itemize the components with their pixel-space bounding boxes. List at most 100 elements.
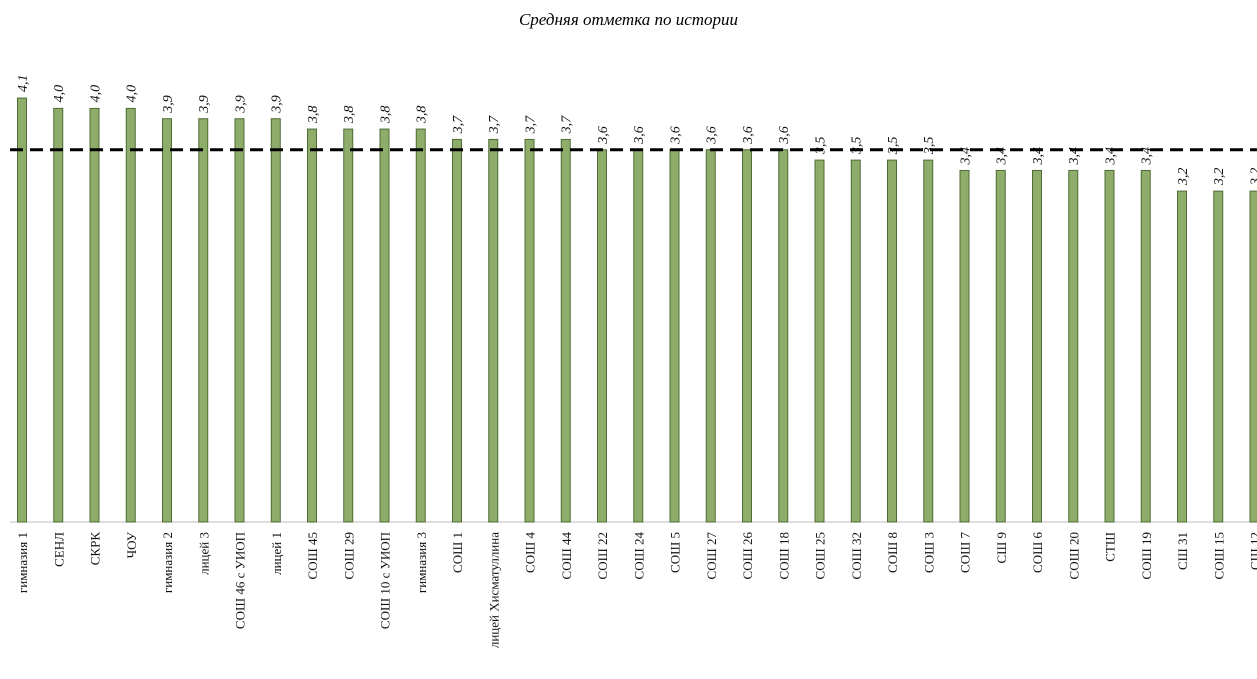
category-label: гимназия 3	[414, 532, 429, 593]
data-label: 4,0	[125, 85, 140, 103]
bar	[705, 149, 716, 523]
category-label: СОШ 7	[958, 532, 973, 573]
category-label: лицей Хисматуллина	[486, 532, 501, 648]
category-label: СОШ 45	[305, 532, 320, 579]
category-label: СШ 12	[1248, 532, 1257, 570]
bar	[959, 169, 970, 523]
data-label: 3,5	[886, 137, 901, 156]
data-label: 3,4	[1031, 147, 1046, 166]
bar	[814, 159, 825, 523]
data-label: 3,6	[741, 126, 756, 145]
category-label: СОШ 19	[1139, 532, 1154, 579]
data-label: 3,4	[1140, 147, 1155, 166]
bar	[1140, 169, 1151, 523]
bar	[887, 159, 897, 523]
bar	[995, 169, 1006, 523]
category-label: СОШ 20	[1066, 532, 1081, 579]
category-label: лицей 1	[269, 532, 284, 575]
bar	[162, 118, 172, 523]
data-label: 3,9	[197, 95, 212, 114]
bar	[742, 149, 752, 523]
category-label: СОШ 1	[450, 532, 465, 573]
bar	[198, 118, 209, 523]
bar	[488, 138, 499, 523]
data-label: 3,2	[1249, 168, 1257, 187]
category-label: СШ 31	[1175, 532, 1190, 570]
data-label: 3,4	[959, 147, 974, 166]
data-label: 3,5	[922, 137, 937, 156]
category-label: СОШ 18	[776, 532, 791, 579]
category-label: СОШ 10 с УИОП	[378, 532, 393, 629]
category-label: СОШ 29	[341, 532, 356, 579]
category-label: СОШ 46 с УИОП	[233, 532, 248, 629]
bar	[1249, 190, 1257, 523]
bar	[307, 128, 317, 523]
bar	[1068, 169, 1079, 523]
category-label: СКРК	[88, 532, 103, 566]
bar	[850, 159, 861, 523]
category-label: гимназия 2	[160, 532, 175, 593]
bar	[1104, 169, 1115, 523]
category-label: СОШ 26	[740, 532, 755, 580]
category-label: СШ 9	[994, 532, 1009, 564]
category-label: СОШ 32	[849, 532, 864, 579]
bar	[270, 118, 281, 523]
bar	[1177, 190, 1187, 523]
bar	[669, 149, 680, 523]
category-label: ЧОУ	[124, 531, 139, 558]
data-label: 3,5	[850, 137, 865, 156]
data-label: 3,9	[270, 95, 285, 114]
bar	[89, 107, 100, 523]
data-label: 3,7	[487, 115, 502, 135]
bar	[923, 159, 934, 523]
data-label: 3,4	[1067, 147, 1082, 166]
category-label: лицей 3	[196, 532, 211, 575]
bar	[1213, 190, 1224, 523]
data-label: 3,9	[234, 95, 249, 114]
bar	[1032, 169, 1042, 523]
category-label: СОШ 8	[885, 532, 900, 573]
category-label: СОШ 5	[668, 532, 683, 573]
bar	[234, 118, 245, 523]
data-label: 4,1	[16, 75, 31, 93]
data-label: 4,0	[89, 85, 104, 103]
data-label: 3,8	[415, 106, 430, 125]
data-label: 3,8	[379, 106, 394, 125]
bar	[17, 97, 27, 523]
data-label: 3,7	[560, 115, 575, 135]
category-label: СОШ 24	[631, 532, 646, 580]
bar	[633, 149, 644, 523]
data-label: 3,5	[814, 137, 829, 156]
data-label: 3,7	[451, 115, 466, 135]
bar	[560, 138, 571, 523]
bar	[778, 149, 789, 523]
bar	[452, 138, 462, 523]
category-label: СОШ 44	[559, 532, 574, 580]
data-label: 3,6	[777, 126, 792, 145]
data-label: 3,4	[1104, 147, 1119, 166]
data-label: 3,4	[995, 147, 1010, 166]
category-label: СОШ 6	[1030, 532, 1045, 573]
category-label: СОШ 27	[704, 532, 719, 580]
data-label: 3,6	[669, 126, 684, 145]
category-label: СОШ 3	[921, 532, 936, 573]
data-label: 3,2	[1212, 168, 1227, 187]
data-label: 3,6	[705, 126, 720, 145]
category-label: СТШ	[1103, 532, 1118, 562]
data-label: 4,0	[52, 85, 67, 103]
bar	[343, 128, 354, 523]
category-label: СОШ 15	[1211, 532, 1226, 579]
data-label: 3,9	[161, 95, 176, 114]
data-label: 3,2	[1176, 168, 1191, 187]
bar	[379, 128, 390, 523]
category-label: гимназия 1	[15, 532, 30, 593]
category-label: СОШ 22	[595, 532, 610, 579]
data-label: 3,7	[524, 115, 539, 135]
data-label: 3,8	[342, 106, 357, 125]
category-label: СОШ 25	[813, 532, 828, 579]
data-label: 3,6	[596, 126, 611, 145]
bar	[53, 107, 64, 523]
data-label: 3,8	[306, 106, 321, 125]
